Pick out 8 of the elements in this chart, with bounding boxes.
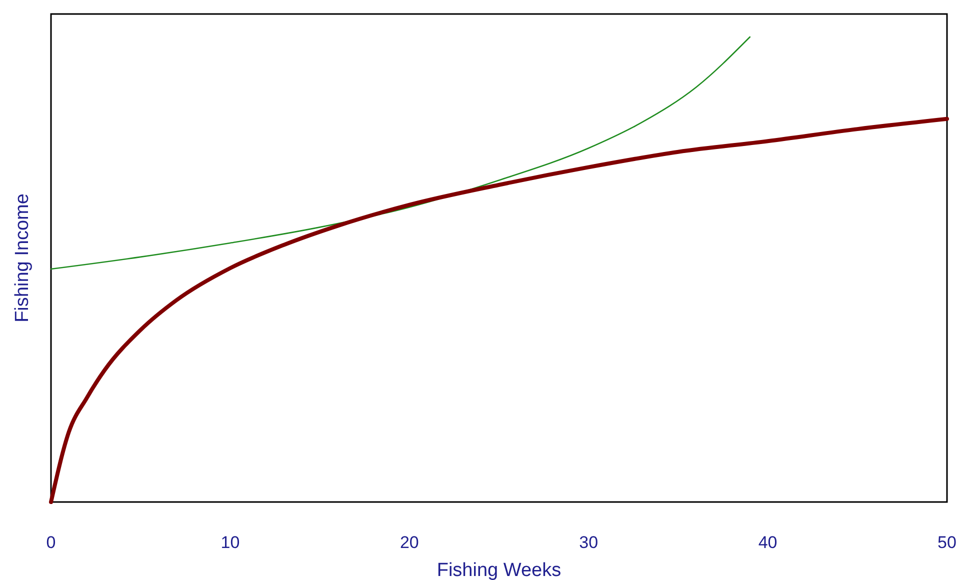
x-tick-label: 50 <box>938 533 956 552</box>
x-tick-label: 40 <box>758 533 778 552</box>
x-tick-label: 10 <box>220 533 240 552</box>
x-axis-title: Fishing Weeks <box>436 560 562 580</box>
x-tick-label: 30 <box>579 533 598 552</box>
y-axis-title: Fishing Income <box>12 194 33 322</box>
x-tick-label: 20 <box>400 533 419 552</box>
x-tick-label: 0 <box>46 533 56 552</box>
